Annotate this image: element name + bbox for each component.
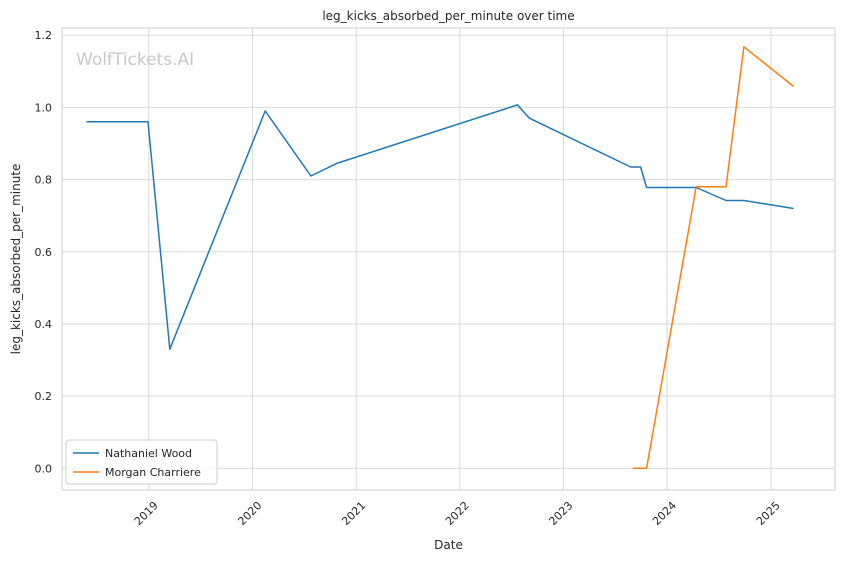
- x-axis-label: Date: [434, 538, 463, 552]
- y-tick-label: 0.6: [35, 246, 53, 259]
- plot-frame: [61, 27, 836, 491]
- series-line-2: [632, 46, 795, 470]
- y-tick-label: 0.4: [35, 318, 53, 331]
- legend: Nathaniel Wood Morgan Charriere: [65, 439, 218, 485]
- grid: [62, 28, 835, 490]
- x-tick-label: 2025: [754, 499, 783, 528]
- x-tick-labels: 2019 2020 2021 2022 2023 2024 2025: [132, 499, 783, 528]
- x-tick-label: 2024: [650, 499, 679, 528]
- legend-label: Morgan Charriere: [105, 466, 201, 479]
- x-tick-label: 2020: [235, 499, 264, 528]
- y-tick-label: 0.8: [35, 174, 53, 187]
- x-tick-label: 2021: [339, 499, 368, 528]
- chart-title: leg_kicks_absorbed_per_minute over time: [322, 9, 574, 23]
- x-tick-label: 2019: [132, 499, 161, 528]
- watermark: WolfTickets.AI: [76, 50, 194, 70]
- legend-box: [65, 439, 218, 485]
- y-tick-label: 0.2: [35, 390, 53, 403]
- series-line-1: [86, 104, 794, 350]
- y-tick-label: 1.2: [35, 29, 53, 42]
- legend-label: Nathaniel Wood: [105, 447, 192, 460]
- series-lines: [86, 46, 795, 470]
- x-tick-label: 2023: [546, 499, 575, 528]
- y-axis-label: leg_kicks_absorbed_per_minute: [9, 164, 23, 355]
- y-tick-labels: 0.0 0.2 0.4 0.6 0.8 1.0 1.2: [35, 29, 53, 475]
- x-tick-label: 2022: [443, 499, 472, 528]
- y-tick-label: 1.0: [35, 101, 53, 114]
- y-tick-label: 0.0: [35, 462, 53, 475]
